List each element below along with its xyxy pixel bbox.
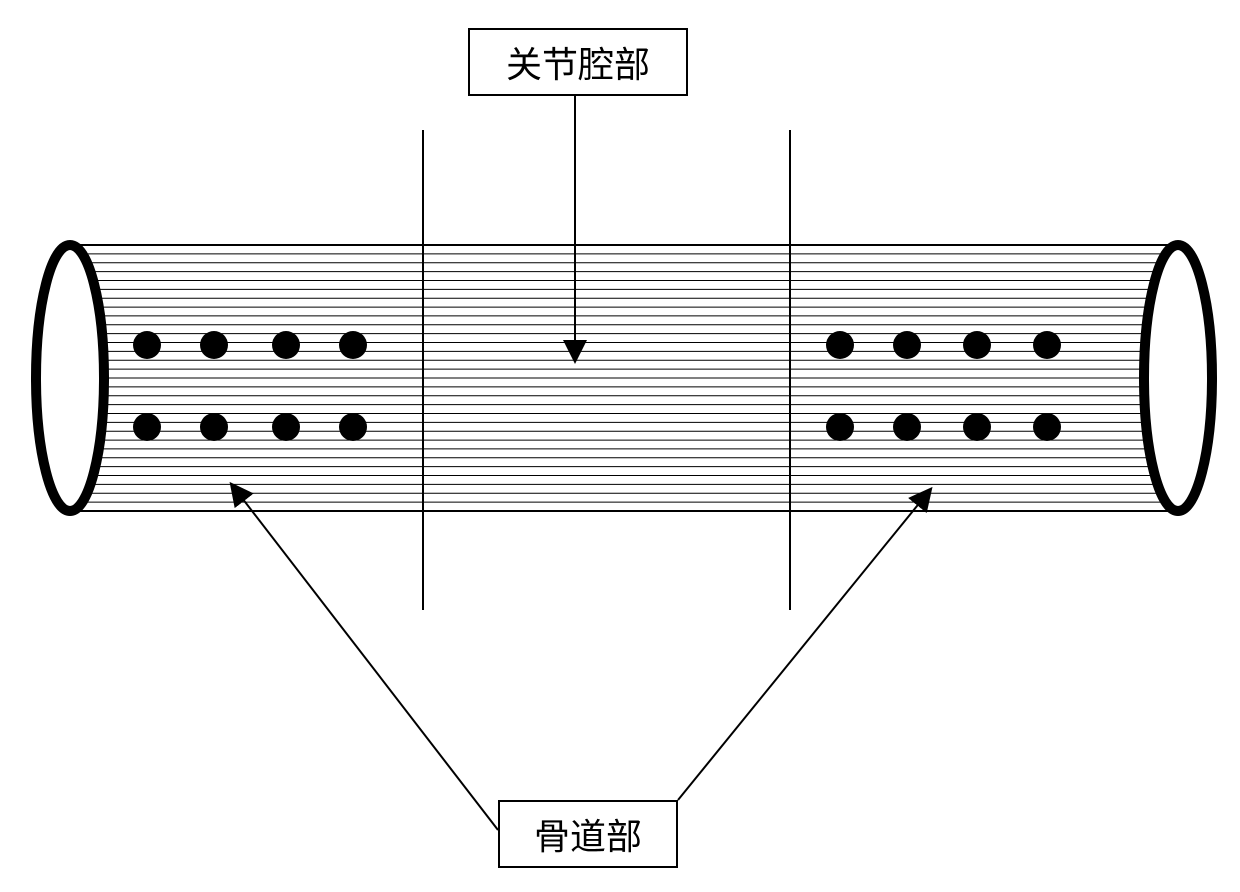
label-bone-tunnel-text: 骨道部 (534, 808, 642, 860)
label-joint-cavity: 关节腔部 (468, 28, 688, 96)
label-bone-tunnel: 骨道部 (498, 800, 678, 868)
diagram-scene (0, 0, 1240, 892)
label-joint-cavity-text: 关节腔部 (506, 36, 650, 88)
